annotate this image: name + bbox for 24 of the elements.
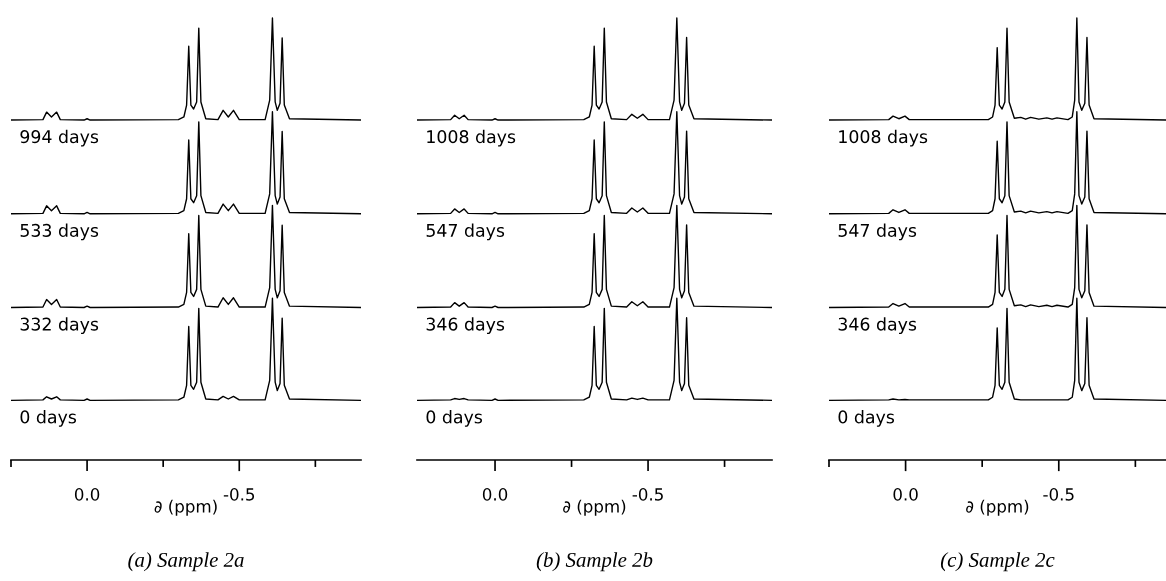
series-label: 0 days	[426, 410, 483, 427]
x-axis-title: ∂ (ppm)	[966, 499, 1029, 516]
series-label: 346 days	[838, 317, 917, 335]
series-label: 547 days	[838, 223, 917, 241]
text: (b) Sample 2b	[536, 552, 653, 572]
series-label: 994 days	[20, 129, 99, 147]
series-label: 1008 days	[839, 129, 928, 147]
series-label: 0 days	[838, 410, 895, 427]
series-label: 0 days	[20, 410, 77, 427]
x-tick-label: 0.0	[74, 488, 100, 501]
x-axis-title: ∂ (ppm)	[563, 499, 626, 516]
x-tick-label: -0.5	[1043, 488, 1074, 501]
x-tick-label: -0.5	[632, 488, 663, 501]
series-label: 1008 days	[427, 129, 516, 147]
series-label: 332 days	[20, 317, 99, 335]
series-label: 346 days	[426, 317, 505, 335]
x-tick-label: 0.0	[482, 488, 508, 501]
text: (c) Sample 2c	[940, 552, 1055, 572]
x-axis-title: ∂ (ppm)	[154, 499, 217, 516]
x-tick-label: 0.0	[893, 488, 918, 501]
series-label: 547 days	[426, 223, 505, 241]
text: (a) Sample 2a	[128, 552, 244, 572]
series-label: 533 days	[20, 223, 99, 241]
x-tick-label: -0.5	[223, 488, 255, 501]
